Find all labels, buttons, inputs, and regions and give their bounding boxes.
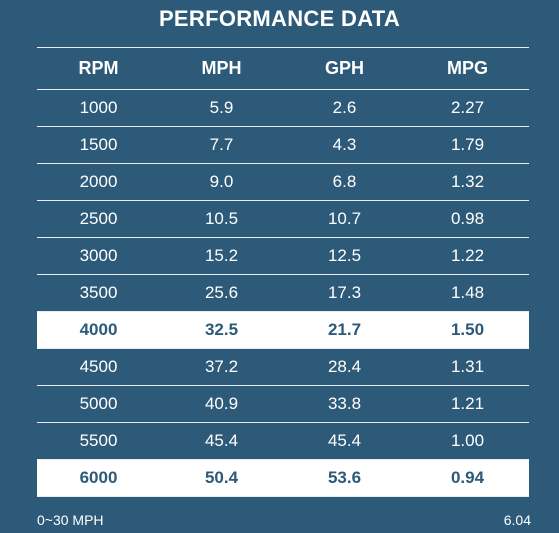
page-title: PERFORMANCE DATA — [158, 6, 401, 31]
cell-mpg: 2.27 — [450, 98, 485, 117]
cell-gph: 45.4 — [327, 431, 362, 450]
table-header-row: RPM MPH GPH MPG — [37, 47, 529, 90]
cell-rpm: 5500 — [79, 431, 118, 450]
table-row: 1500 7.7 4.3 1.79 — [37, 127, 529, 164]
performance-table: RPM MPH GPH MPG 1000 5.9 2.6 2.27 1500 7.7 4.3… — [37, 47, 529, 497]
cell-mph: 50.4 — [204, 468, 239, 487]
cell-gph: 4.3 — [332, 135, 357, 154]
cell-gph: 2.6 — [332, 98, 357, 117]
cell-mph: 15.2 — [204, 246, 239, 265]
cell-gph: 21.7 — [327, 320, 362, 339]
footer-left-label: 0~30 MPH — [37, 512, 104, 528]
cell-rpm: 1000 — [79, 98, 118, 117]
table-row: 5500 45.4 45.4 1.00 — [37, 423, 529, 460]
cell-mph: 25.6 — [204, 283, 239, 302]
table-row: 4500 37.2 28.4 1.31 — [37, 349, 529, 386]
cell-mpg: 0.98 — [450, 209, 485, 228]
cell-mpg: 0.94 — [450, 468, 485, 487]
cell-gph: 28.4 — [327, 357, 362, 376]
cell-rpm: 4000 — [79, 320, 118, 339]
table-row: 6000 50.4 53.6 0.94 — [37, 459, 529, 497]
cell-mpg: 1.32 — [450, 172, 485, 191]
header-rpm: RPM — [37, 47, 160, 90]
cell-mpg: 1.50 — [450, 320, 485, 339]
header-gph: GPH — [283, 47, 406, 90]
cell-rpm: 3500 — [79, 283, 118, 302]
cell-mph: 7.7 — [209, 135, 234, 154]
table-row: 3000 15.2 12.5 1.22 — [37, 238, 529, 275]
header-mpg: MPG — [406, 47, 529, 90]
cell-gph: 53.6 — [327, 468, 362, 487]
cell-rpm: 4500 — [79, 357, 118, 376]
table-row: 2000 9.0 6.8 1.32 — [37, 164, 529, 201]
cell-rpm: 2500 — [79, 209, 118, 228]
cell-mph: 10.5 — [204, 209, 239, 228]
table-row: 1000 5.9 2.6 2.27 — [37, 90, 529, 127]
table-row: 3500 25.6 17.3 1.48 — [37, 275, 529, 312]
cell-mph: 9.0 — [209, 172, 234, 191]
cell-mpg: 1.00 — [450, 431, 485, 450]
cell-mpg: 1.21 — [450, 394, 485, 413]
cell-mph: 32.5 — [204, 320, 239, 339]
cell-gph: 6.8 — [332, 172, 357, 191]
cell-gph: 33.8 — [327, 394, 362, 413]
cell-gph: 12.5 — [327, 246, 362, 265]
cell-mph: 40.9 — [204, 394, 239, 413]
table-row: 2500 10.5 10.7 0.98 — [37, 201, 529, 238]
cell-gph: 10.7 — [327, 209, 362, 228]
cell-mph: 5.9 — [209, 98, 234, 117]
cell-mph: 45.4 — [204, 431, 239, 450]
cell-mph: 37.2 — [204, 357, 239, 376]
cell-gph: 17.3 — [327, 283, 362, 302]
cell-rpm: 2000 — [79, 172, 118, 191]
cell-rpm: 1500 — [79, 135, 118, 154]
cell-mpg: 1.48 — [450, 283, 485, 302]
cell-rpm: 3000 — [79, 246, 118, 265]
cell-mpg: 1.31 — [450, 357, 485, 376]
header-mph: MPH — [160, 47, 283, 90]
footer-right-label: 6.04 — [503, 512, 531, 528]
table-row: 4000 32.5 21.7 1.50 — [37, 311, 529, 349]
cell-rpm: 5000 — [79, 394, 118, 413]
cell-rpm: 6000 — [79, 468, 118, 487]
cell-mpg: 1.79 — [450, 135, 485, 154]
cell-mpg: 1.22 — [450, 246, 485, 265]
table-row: 5000 40.9 33.8 1.21 — [37, 386, 529, 423]
